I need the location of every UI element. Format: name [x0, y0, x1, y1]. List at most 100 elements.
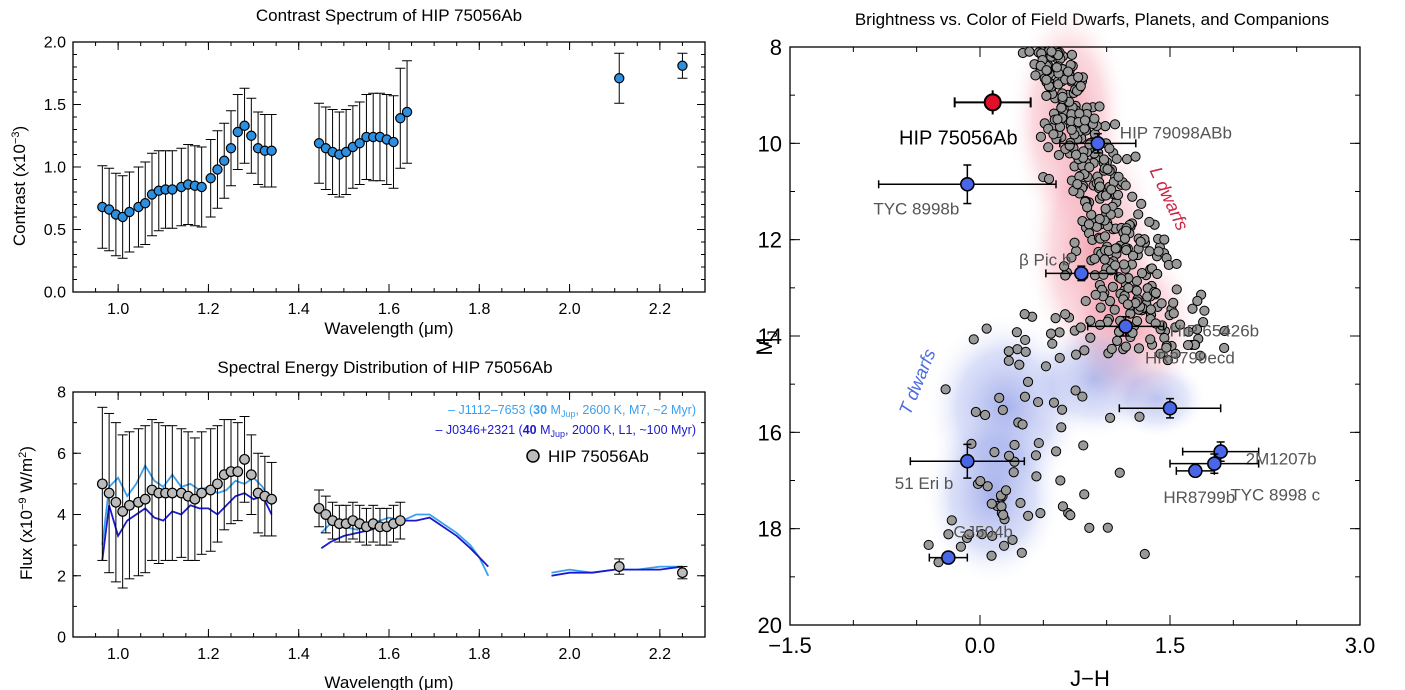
field-dwarf-point	[1041, 65, 1052, 76]
field-dwarf-point	[1020, 346, 1031, 357]
data-point	[167, 184, 178, 195]
y-tick-label: 4	[57, 507, 66, 524]
y-tick-label: 8	[57, 385, 66, 402]
field-dwarf-point	[1121, 245, 1132, 256]
companion-point	[960, 176, 975, 192]
field-dwarf-point	[1171, 284, 1182, 295]
field-dwarf-point	[1012, 344, 1023, 355]
field-dwarf-point	[1058, 261, 1070, 272]
y-tick-label: 18	[758, 517, 782, 542]
field-dwarf-point	[1102, 522, 1113, 533]
data-point	[124, 499, 135, 511]
field-dwarf-point	[1066, 252, 1077, 263]
field-dwarf-point	[1046, 46, 1057, 57]
field-dwarf-point	[1144, 246, 1155, 257]
field-dwarf-point	[1150, 287, 1161, 299]
y-tick-label: 1.0	[44, 160, 66, 177]
x-tick-label: 1.4	[288, 301, 310, 318]
x-tick-label: 1.6	[378, 646, 400, 663]
field-dwarf-point	[1099, 254, 1110, 265]
companion-label: β Pic b	[1019, 250, 1071, 269]
field-dwarf-point	[1109, 119, 1121, 130]
field-dwarf-point	[1056, 102, 1067, 113]
field-dwarf-point	[1120, 341, 1131, 352]
y-tick-label: 0.0	[44, 285, 66, 302]
data-point	[205, 173, 216, 184]
x-axis-label: Wavelength (μm)	[324, 673, 453, 690]
x-tick-label: 1.5	[1155, 633, 1186, 658]
field-dwarf-point	[964, 529, 975, 540]
data-point	[110, 496, 122, 508]
data-point	[166, 487, 178, 499]
field-dwarf-point	[1187, 303, 1198, 314]
field-dwarf-point	[1089, 270, 1101, 281]
field-dwarf-point	[998, 540, 1010, 551]
y-tick-label: 0	[57, 630, 66, 647]
field-dwarf-point	[1106, 184, 1117, 195]
field-dwarf-point	[1048, 129, 1059, 140]
companion-point	[960, 453, 975, 469]
data-point	[394, 515, 406, 527]
field-dwarf-point	[1052, 114, 1063, 125]
chart-title: Spectral Energy Distribution of HIP 7505…	[217, 358, 552, 377]
axes-frame	[72, 41, 706, 293]
data-point	[313, 138, 325, 149]
field-dwarf-point	[1161, 342, 1172, 353]
field-dwarf-point	[1109, 304, 1120, 315]
field-dwarf-point	[943, 529, 954, 540]
data-point	[239, 120, 250, 131]
field-dwarf-point	[1122, 299, 1133, 310]
field-dwarf-point	[1192, 295, 1203, 307]
field-dwarf-point	[1032, 396, 1044, 408]
field-dwarf-point	[1134, 411, 1145, 422]
field-dwarf-point	[1060, 270, 1071, 281]
data-point	[219, 155, 230, 166]
field-dwarf-point	[1083, 219, 1095, 230]
field-dwarf-point	[1104, 296, 1116, 307]
data-point	[677, 60, 688, 71]
field-dwarf-point	[986, 550, 997, 561]
field-dwarf-point	[1003, 355, 1014, 366]
field-dwarf-point	[955, 541, 967, 552]
data-point	[246, 130, 257, 141]
legend-entry-hip75056ab: HIP 75056Ab	[548, 447, 649, 466]
y-tick-label: 2	[57, 568, 66, 585]
field-dwarf-point	[1144, 216, 1155, 228]
x-tick-label: 2.0	[558, 301, 580, 318]
companion-point	[1188, 463, 1203, 479]
field-dwarf-point	[1064, 140, 1075, 151]
x-tick-label: 2.2	[649, 646, 671, 663]
field-dwarf-point	[997, 404, 1008, 416]
field-dwarf-point	[979, 409, 991, 421]
y-tick-label: 12	[758, 228, 782, 253]
companion-point	[1207, 456, 1222, 471]
companion-point	[941, 550, 956, 565]
field-dwarf-point	[1043, 142, 1054, 153]
companion-label: TYC 8998 c	[1230, 486, 1320, 505]
y-tick-label: 0.5	[44, 222, 66, 239]
field-dwarf-point	[989, 447, 1000, 458]
companion-label: 2M1207b	[1246, 450, 1317, 469]
field-dwarf-point	[1023, 510, 1034, 521]
field-dwarf-point	[1168, 308, 1179, 319]
field-dwarf-point	[1077, 391, 1088, 402]
field-dwarf-point	[1112, 189, 1124, 201]
x-tick-label: 1.6	[378, 301, 400, 318]
field-dwarf-point	[1136, 267, 1148, 279]
field-dwarf-point	[1170, 348, 1181, 359]
field-dwarf-point	[1111, 153, 1122, 164]
field-dwarf-point	[1017, 419, 1028, 430]
field-dwarf-point	[1156, 298, 1167, 309]
field-dwarf-point	[1135, 236, 1146, 247]
field-dwarf-point	[1110, 243, 1121, 254]
field-dwarf-point	[1175, 319, 1186, 330]
field-dwarf-point	[1082, 202, 1093, 213]
field-dwarf-point	[1079, 345, 1090, 356]
field-dwarf-point	[1051, 446, 1062, 457]
field-dwarf-point	[1053, 149, 1064, 161]
y-tick-label: 20	[758, 613, 782, 638]
field-dwarf-point	[1030, 450, 1042, 461]
data-marks	[96, 406, 688, 589]
companion-label: TYC 8998b	[873, 199, 959, 218]
